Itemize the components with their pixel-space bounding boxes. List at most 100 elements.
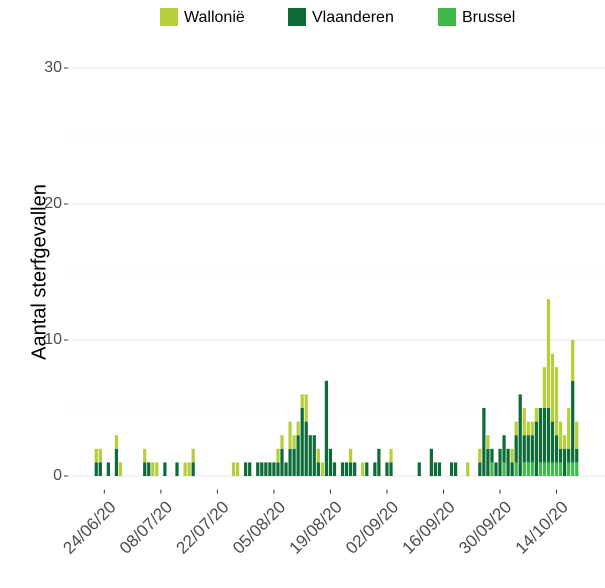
bar-segment	[288, 421, 292, 449]
bar-segment	[260, 462, 264, 476]
bar-segment	[304, 421, 308, 476]
bar-segment	[191, 462, 195, 476]
y-tick-label: 20	[44, 195, 62, 212]
bar-segment	[183, 462, 187, 476]
bar-segment	[526, 435, 530, 463]
bar-segment	[389, 448, 393, 463]
bar-segment	[316, 462, 320, 476]
bar-segment	[114, 448, 119, 476]
bar-segment	[316, 448, 320, 463]
bar-segment	[389, 462, 393, 476]
bar-segment	[300, 394, 304, 408]
bar-segment	[526, 421, 530, 436]
legend-label: Vlaanderen	[312, 9, 394, 26]
bar-segment	[429, 448, 433, 476]
bar-segment	[385, 462, 389, 476]
bar-segment	[365, 462, 369, 476]
bar-segment	[575, 448, 579, 463]
y-axis-title: Aantal sterfgevallen	[28, 184, 50, 360]
bar-segment	[498, 448, 502, 476]
bar-segment	[163, 462, 167, 476]
bar-segment	[542, 408, 547, 463]
bar-segment	[506, 448, 510, 476]
bar-segment	[453, 462, 458, 476]
bar-segment	[98, 448, 102, 463]
bar-segment	[155, 462, 159, 476]
bar-segment	[256, 462, 260, 476]
bar-segment	[567, 408, 571, 449]
bar-segment	[482, 408, 486, 476]
bar-segment	[417, 462, 421, 476]
bar-segment	[538, 462, 543, 476]
bar-segment	[486, 448, 490, 476]
bar-segment	[478, 462, 482, 476]
bar-segment	[349, 448, 353, 463]
bar-segment	[563, 448, 567, 476]
bar-segment	[437, 462, 442, 476]
bar-segment	[296, 435, 300, 476]
bar-segment	[344, 462, 349, 476]
x-tick-label: 14/10/20	[512, 497, 572, 557]
bar-segment	[530, 435, 534, 463]
bar-segment	[526, 462, 530, 476]
bar-segment	[554, 462, 559, 476]
bar-segment	[264, 462, 268, 476]
x-tick-label: 02/09/20	[342, 497, 402, 557]
bar-segment	[546, 299, 551, 408]
bar-segment	[373, 462, 377, 476]
bar-segment	[449, 462, 454, 476]
bar-segment	[377, 448, 381, 476]
bar-segment	[292, 435, 296, 449]
bar-segment	[191, 448, 195, 463]
bar-segment	[563, 435, 567, 449]
legend-swatch	[288, 8, 306, 26]
bar-segment	[284, 462, 288, 476]
bar-segment	[546, 462, 551, 476]
bar-segment	[494, 462, 498, 476]
bar-segment	[151, 462, 155, 476]
bar-segment	[235, 462, 240, 476]
bar-segment	[514, 421, 518, 436]
bar-segment	[349, 462, 353, 476]
bar-segment	[175, 462, 179, 476]
bar-segment	[478, 448, 482, 463]
bar-segment	[518, 394, 522, 476]
bar-segment	[510, 448, 514, 463]
bar-segment	[118, 462, 123, 476]
bar-segment	[522, 462, 526, 476]
bar-segment	[272, 462, 276, 476]
legend-swatch	[160, 8, 178, 26]
bar-segment	[288, 448, 292, 476]
legend-label: Brussel	[462, 9, 515, 26]
bar-segment	[571, 340, 575, 381]
x-tick-label: 22/07/20	[172, 497, 232, 557]
bar-segment	[522, 435, 526, 463]
bar-segment	[514, 462, 518, 476]
bar-segment	[558, 462, 563, 476]
bar-segment	[187, 462, 191, 476]
bar-segment	[542, 462, 547, 476]
bar-segment	[280, 448, 284, 476]
bar-segment	[328, 448, 333, 476]
y-tick-label: 10	[44, 331, 62, 348]
bar-segment	[94, 462, 98, 476]
bar-segment	[353, 462, 357, 476]
bar-segment	[308, 435, 312, 476]
bar-segment	[312, 435, 316, 476]
bar-segment	[490, 462, 494, 476]
bar-segment	[486, 435, 490, 449]
bar-segment	[433, 462, 438, 476]
bar-segment	[300, 408, 304, 476]
y-tick-label: 30	[44, 59, 62, 76]
bar-segment	[466, 462, 470, 476]
bar-segment	[558, 448, 563, 463]
bar-segment	[340, 462, 345, 476]
bar-segment	[502, 435, 506, 463]
bar-segment	[567, 448, 571, 463]
bar-segment	[244, 462, 248, 476]
bar-segment	[575, 462, 579, 476]
bar-segment	[502, 462, 506, 476]
bar-segment	[538, 408, 543, 463]
bar-segment	[280, 435, 284, 449]
